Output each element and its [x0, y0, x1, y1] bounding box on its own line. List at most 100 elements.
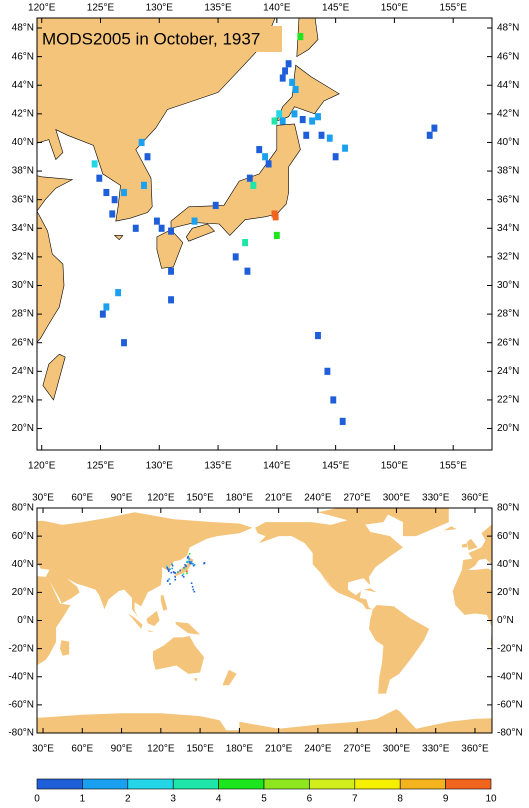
y-tick-label: 60°N	[497, 531, 519, 542]
obs-cell	[188, 560, 190, 563]
y-tick-label: 0°N	[17, 615, 34, 626]
colorbar-box	[36, 778, 83, 790]
colorbar-label: 4	[216, 794, 222, 805]
obs-cell	[185, 561, 188, 563]
obs-cell	[242, 239, 249, 247]
obs-cell	[297, 33, 304, 41]
land	[147, 630, 155, 632]
obs-cell	[182, 573, 185, 575]
obs-cell	[192, 563, 194, 565]
y-tick-label: 24°N	[12, 366, 34, 377]
obs-cell	[309, 117, 316, 125]
land	[156, 229, 184, 269]
obs-cell	[109, 210, 116, 218]
obs-cell	[168, 227, 174, 235]
obs-cell	[212, 201, 219, 209]
obs-cell	[177, 571, 179, 573]
obs-cell	[250, 181, 257, 189]
obs-cell	[330, 396, 337, 404]
map-title: MODS2005 in October, 1937	[42, 29, 260, 48]
y-tick-label: -80°N	[497, 728, 523, 739]
obs-cell	[191, 217, 198, 225]
x-tick-label: 125°E	[87, 3, 115, 14]
land	[0, 539, 6, 550]
x-tick-label: 180°E	[226, 493, 254, 504]
y-tick-label: 38°N	[12, 166, 34, 177]
y-tick-label: 32°N	[497, 252, 519, 263]
obs-cell	[115, 289, 122, 297]
obs-cell	[203, 562, 206, 564]
obs-cell	[170, 571, 173, 574]
obs-cell	[169, 568, 171, 570]
obs-cell	[185, 565, 187, 568]
x-tick-label: 120°E	[147, 493, 175, 504]
y-tick-label: 20°N	[497, 587, 519, 598]
obs-cell	[168, 296, 174, 304]
land	[443, 526, 457, 531]
x-tick-label: 125°E	[87, 461, 115, 472]
obs-cell	[324, 367, 331, 375]
colorbar-box	[263, 778, 310, 790]
y-tick-label: 20°N	[497, 423, 519, 434]
y-tick-label: 60°N	[12, 531, 34, 542]
obs-cell	[289, 78, 296, 86]
obs-cell	[174, 578, 177, 581]
x-tick-label: 330°E	[422, 744, 450, 755]
y-tick-label: 26°N	[497, 337, 519, 348]
colorbar-box	[218, 778, 265, 790]
land	[467, 538, 478, 551]
land	[146, 610, 160, 627]
y-tick-label: 28°N	[497, 309, 519, 320]
y-tick-label: 26°N	[12, 337, 34, 348]
land	[128, 613, 143, 629]
obs-cell	[193, 590, 196, 593]
y-tick-label: 34°N	[497, 223, 519, 234]
x-tick-label: 270°E	[343, 493, 371, 504]
land	[380, 508, 449, 537]
top-map	[37, 18, 438, 425]
title-backdrop	[40, 26, 282, 52]
land	[42, 353, 66, 401]
obs-cell	[299, 115, 306, 124]
colorbar-box	[354, 778, 401, 790]
land	[160, 595, 168, 611]
land	[185, 223, 216, 242]
obs-cell	[192, 588, 195, 591]
obs-cell	[271, 117, 278, 125]
y-tick-label: 46°N	[497, 51, 519, 62]
land	[452, 568, 492, 648]
land	[255, 519, 403, 610]
obs-cell	[158, 224, 165, 232]
obs-cell	[141, 181, 147, 189]
obs-cell	[99, 310, 106, 318]
obs-cell	[181, 574, 184, 577]
obs-cell	[291, 110, 298, 118]
obs-cell	[103, 303, 110, 311]
land	[37, 512, 253, 618]
obs-cell	[173, 571, 175, 574]
obs-cell	[174, 576, 177, 578]
obs-cell	[132, 224, 139, 232]
y-tick-label: -60°N	[8, 700, 34, 711]
obs-cell	[326, 134, 333, 142]
obs-cell	[171, 563, 173, 566]
obs-cell	[303, 131, 310, 139]
obs-cell	[315, 331, 321, 340]
y-tick-label: 22°N	[12, 395, 34, 406]
y-tick-label: 32°N	[12, 252, 34, 263]
obs-cell	[431, 124, 438, 132]
obs-cell	[168, 578, 171, 580]
x-tick-label: 30°E	[32, 493, 54, 504]
land	[461, 543, 468, 548]
colorbar-label: 6	[307, 794, 313, 805]
y-tick-label: 20°N	[12, 423, 34, 434]
obs-cell	[174, 572, 177, 574]
obs-cell	[171, 567, 174, 570]
land	[37, 713, 240, 733]
obs-cell	[186, 572, 188, 575]
x-tick-label: 120°E	[147, 744, 175, 755]
x-tick-label: 150°E	[381, 461, 409, 472]
obs-cell	[256, 146, 263, 154]
obs-cell	[273, 231, 280, 240]
obs-cell	[188, 558, 190, 560]
